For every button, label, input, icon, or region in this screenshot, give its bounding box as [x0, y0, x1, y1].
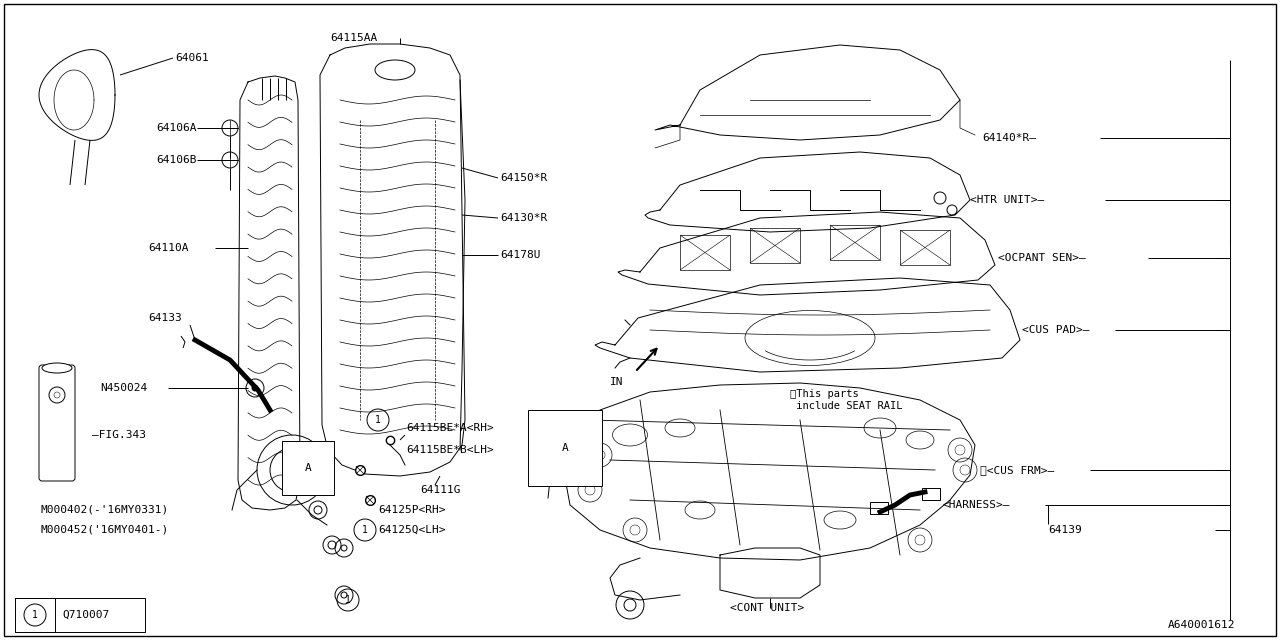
Text: 64115BE*B<LH>: 64115BE*B<LH>	[406, 445, 494, 455]
Text: A: A	[305, 463, 311, 473]
Text: IN: IN	[611, 377, 623, 387]
Bar	[829, 225, 881, 260]
Text: 64106B: 64106B	[156, 155, 197, 165]
Text: —FIG.343: —FIG.343	[92, 430, 146, 440]
Text: 64115BE*A<RH>: 64115BE*A<RH>	[406, 423, 494, 433]
Text: 1: 1	[362, 525, 367, 535]
Text: Q710007: Q710007	[61, 610, 109, 620]
Text: 1: 1	[375, 415, 381, 425]
Text: ※<CUS FRM>—: ※<CUS FRM>—	[980, 465, 1055, 475]
Bar	[900, 230, 950, 265]
FancyBboxPatch shape	[38, 365, 76, 481]
Text: 64106A: 64106A	[156, 123, 197, 133]
Text: A: A	[562, 443, 568, 453]
Text: <HARNESS>—: <HARNESS>—	[942, 500, 1010, 510]
Bar	[750, 228, 800, 263]
Ellipse shape	[375, 60, 415, 80]
Text: 64111G: 64111G	[420, 485, 461, 495]
Text: 1: 1	[346, 595, 351, 605]
Text: ※This parts
 include SEAT RAIL: ※This parts include SEAT RAIL	[790, 389, 902, 411]
Ellipse shape	[824, 511, 856, 529]
Ellipse shape	[906, 431, 934, 449]
Text: 64133: 64133	[148, 313, 182, 323]
Text: 64178U: 64178U	[500, 250, 540, 260]
Text: A640001612: A640001612	[1167, 620, 1235, 630]
Ellipse shape	[685, 501, 716, 519]
Bar	[15, 598, 55, 632]
Ellipse shape	[613, 424, 648, 446]
Ellipse shape	[864, 418, 896, 438]
Ellipse shape	[666, 419, 695, 437]
Text: M000402(-'16MY0331): M000402(-'16MY0331)	[40, 505, 168, 515]
Bar	[680, 235, 730, 270]
Text: <CUS PAD>—: <CUS PAD>—	[1021, 325, 1089, 335]
Text: 64125Q<LH>: 64125Q<LH>	[378, 525, 445, 535]
Text: 1: 1	[32, 610, 38, 620]
Bar	[870, 502, 888, 514]
Text: N450024: N450024	[100, 383, 147, 393]
Ellipse shape	[745, 310, 876, 365]
Text: 64150*R: 64150*R	[500, 173, 548, 183]
Text: <OCPANT SEN>—: <OCPANT SEN>—	[998, 253, 1085, 263]
Text: 64140*R—: 64140*R—	[982, 133, 1036, 143]
Text: M000452('16MY0401-): M000452('16MY0401-)	[40, 525, 168, 535]
Text: 64130*R: 64130*R	[500, 213, 548, 223]
Text: 64110A: 64110A	[148, 243, 188, 253]
Text: 64061: 64061	[175, 53, 209, 63]
Circle shape	[252, 385, 259, 391]
Text: 64139: 64139	[1048, 525, 1082, 535]
Ellipse shape	[42, 363, 72, 373]
Bar	[922, 488, 940, 500]
Text: 64115AA: 64115AA	[330, 33, 378, 43]
Bar	[15, 598, 145, 632]
Text: <CONT UNIT>: <CONT UNIT>	[730, 603, 804, 613]
Text: 64125P<RH>: 64125P<RH>	[378, 505, 445, 515]
Text: <HTR UNIT>—: <HTR UNIT>—	[970, 195, 1044, 205]
